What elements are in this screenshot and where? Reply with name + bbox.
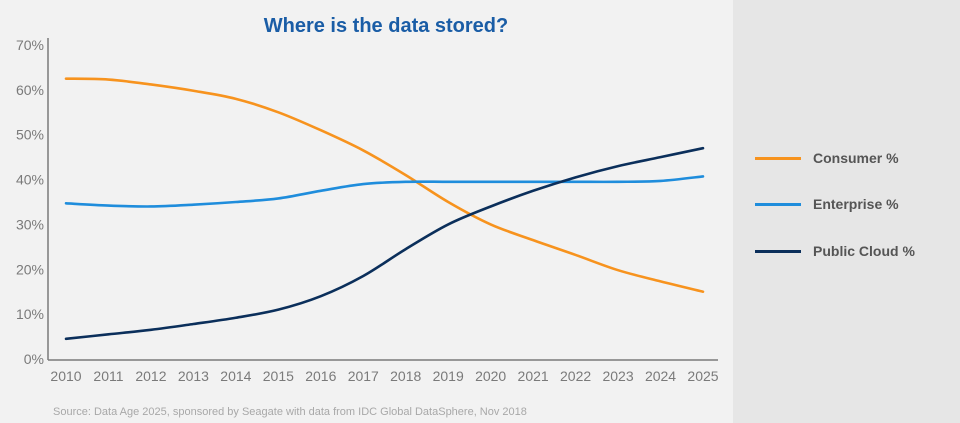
y-tick-label: 40% [16, 172, 44, 188]
source-note: Source: Data Age 2025, sponsored by Seag… [53, 406, 527, 418]
y-axis-ticks: 0% 10% 20% 30% 40% 50% 60% 70% [16, 37, 44, 367]
legend-swatch-public-cloud [755, 249, 801, 253]
x-tick-label: 2014 [220, 368, 251, 384]
x-axis-ticks: 2010 2011 2012 2013 2014 2015 2016 2017 2018 2019… [50, 368, 718, 384]
legend-swatch-enterprise [755, 202, 801, 206]
line-chart: Where is the data stored? 0% 10% 20% 30% 40%… [16, 15, 719, 418]
legend-swatch-consumer [755, 156, 801, 160]
y-tick-label: 50% [16, 127, 44, 143]
x-tick-label: 2023 [602, 368, 633, 384]
x-tick-label: 2018 [390, 368, 421, 384]
legend-label-public-cloud: Public Cloud % [813, 243, 915, 259]
y-tick-label: 20% [16, 261, 44, 277]
x-tick-label: 2012 [135, 368, 166, 384]
x-tick-label: 2016 [305, 368, 336, 384]
x-tick-label: 2021 [518, 368, 549, 384]
x-tick-label: 2010 [50, 368, 81, 384]
x-tick-label: 2019 [433, 368, 464, 384]
legend-item-consumer: Consumer % [755, 148, 899, 168]
y-tick-label: 70% [16, 37, 44, 53]
series-line-public-cloud [64, 146, 705, 341]
x-tick-label: 2020 [475, 368, 506, 384]
legend-item-public-cloud: Public Cloud % [755, 241, 915, 261]
x-tick-label: 2024 [645, 368, 676, 384]
y-tick-label: 10% [16, 306, 44, 322]
y-tick-label: 0% [24, 351, 44, 367]
y-tick-label: 30% [16, 216, 44, 232]
x-tick-label: 2011 [93, 368, 123, 384]
series-lines [64, 77, 705, 341]
legend-label-consumer: Consumer % [813, 150, 899, 166]
x-tick-label: 2025 [687, 368, 718, 384]
y-tick-label: 60% [16, 82, 44, 98]
legend-label-enterprise: Enterprise % [813, 196, 899, 212]
series-line-consumer [64, 77, 705, 294]
legend-item-enterprise: Enterprise % [755, 194, 899, 214]
x-tick-label: 2017 [348, 368, 379, 384]
legend-panel: Consumer % Enterprise % Public Cloud % [733, 0, 960, 423]
chart-panel: Where is the data stored? 0% 10% 20% 30% 40%… [15, 15, 719, 418]
x-tick-label: 2015 [263, 368, 294, 384]
x-tick-label: 2013 [178, 368, 209, 384]
chart-title: Where is the data stored? [264, 15, 509, 37]
x-tick-label: 2022 [560, 368, 591, 384]
series-line-enterprise [64, 175, 705, 208]
